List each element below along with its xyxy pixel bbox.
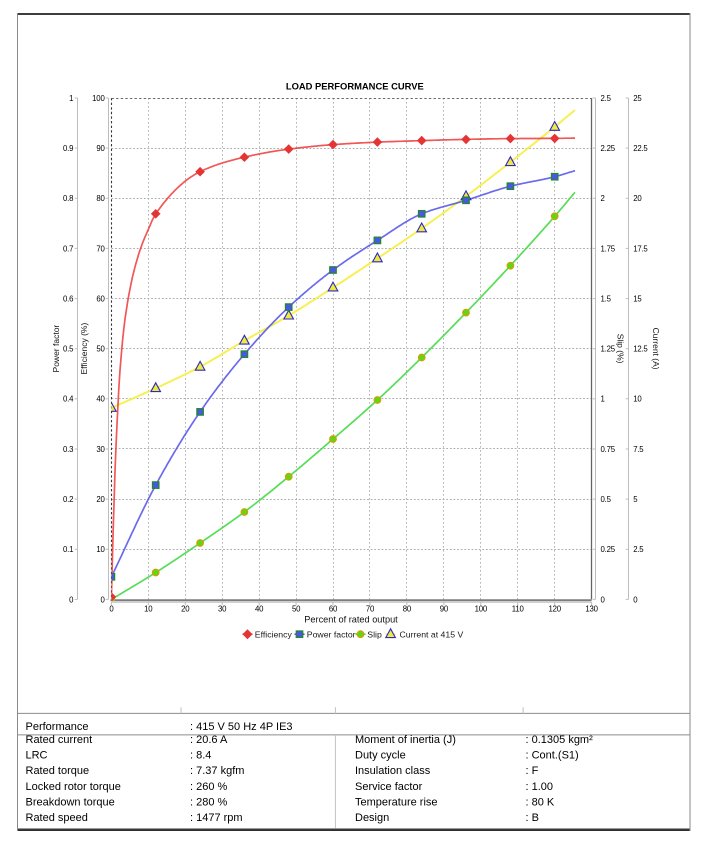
svg-text:5: 5 xyxy=(633,495,638,504)
svg-text:0.75: 0.75 xyxy=(601,445,616,454)
svg-text:1.75: 1.75 xyxy=(601,244,616,253)
svg-text:Current (A): Current (A) xyxy=(651,328,661,370)
svg-text:80: 80 xyxy=(96,194,105,203)
svg-text:1: 1 xyxy=(69,94,73,103)
svg-text:: B: : B xyxy=(526,812,539,824)
svg-text:: 20.6 A: : 20.6 A xyxy=(190,734,228,746)
svg-text:70: 70 xyxy=(366,605,375,614)
svg-text:Locked rotor torque: Locked rotor torque xyxy=(26,781,121,793)
svg-text:60: 60 xyxy=(329,605,338,614)
svg-text:Efficiency (%): Efficiency (%) xyxy=(79,323,89,375)
svg-text:22.5: 22.5 xyxy=(633,144,648,153)
svg-text:: 7.37 kgfm: : 7.37 kgfm xyxy=(190,765,244,777)
svg-text:: 8.4: : 8.4 xyxy=(190,750,211,762)
svg-text:Rated current: Rated current xyxy=(26,734,93,746)
svg-text:Efficiency: Efficiency xyxy=(255,629,293,639)
svg-text:40: 40 xyxy=(96,395,105,404)
svg-text:: 280 %: : 280 % xyxy=(190,796,228,808)
svg-text:0: 0 xyxy=(601,595,606,604)
svg-text:1: 1 xyxy=(601,395,605,404)
svg-text:Service factor: Service factor xyxy=(355,781,423,793)
svg-text:130: 130 xyxy=(585,605,598,614)
svg-text:0.8: 0.8 xyxy=(63,194,73,203)
svg-text:LOAD PERFORMANCE CURVE: LOAD PERFORMANCE CURVE xyxy=(286,81,424,92)
svg-text:1.5: 1.5 xyxy=(601,295,612,304)
svg-text:2: 2 xyxy=(601,194,605,203)
svg-text:2.5: 2.5 xyxy=(633,545,644,554)
svg-text:20: 20 xyxy=(96,495,105,504)
svg-text:Slip: Slip xyxy=(367,629,382,639)
svg-text:Current at 415 V: Current at 415 V xyxy=(400,629,464,639)
svg-text:100: 100 xyxy=(92,94,105,103)
svg-text:0: 0 xyxy=(69,595,74,604)
svg-text:: 1477 rpm: : 1477 rpm xyxy=(190,812,243,824)
svg-text:30: 30 xyxy=(218,605,227,614)
svg-text:2.25: 2.25 xyxy=(601,144,616,153)
svg-text:0: 0 xyxy=(633,595,638,604)
svg-text:Performance: Performance xyxy=(26,721,89,733)
svg-text:50: 50 xyxy=(292,605,301,614)
svg-text:Duty cycle: Duty cycle xyxy=(355,750,406,762)
svg-text:15: 15 xyxy=(633,295,642,304)
svg-text:25: 25 xyxy=(633,94,642,103)
svg-text:120: 120 xyxy=(548,605,561,614)
svg-text:30: 30 xyxy=(96,445,105,454)
svg-text:100: 100 xyxy=(475,605,488,614)
svg-text:Breakdown torque: Breakdown torque xyxy=(26,796,115,808)
svg-text:0.6: 0.6 xyxy=(63,295,73,304)
svg-text:110: 110 xyxy=(512,605,525,614)
svg-text:0: 0 xyxy=(109,605,114,614)
svg-text:Moment of inertia (J): Moment of inertia (J) xyxy=(355,734,456,746)
svg-text:0.3: 0.3 xyxy=(63,445,73,454)
svg-text:: 1.00: : 1.00 xyxy=(526,781,554,793)
svg-text:LRC: LRC xyxy=(26,750,48,762)
svg-text:Design: Design xyxy=(355,812,389,824)
svg-text:50: 50 xyxy=(96,345,105,354)
svg-text:Insulation class: Insulation class xyxy=(355,765,431,777)
svg-text:0.5: 0.5 xyxy=(601,495,612,504)
svg-text:: 260 %: : 260 % xyxy=(190,781,228,793)
svg-text:: 0.1305 kgm²: : 0.1305 kgm² xyxy=(526,734,594,746)
svg-text:17.5: 17.5 xyxy=(633,244,648,253)
svg-text:0.1: 0.1 xyxy=(63,545,73,554)
svg-text:Rated torque: Rated torque xyxy=(26,765,90,777)
svg-text:Percent of rated output: Percent of rated output xyxy=(304,614,398,624)
svg-text:Power factor: Power factor xyxy=(51,325,61,373)
svg-text:12.5: 12.5 xyxy=(633,345,648,354)
svg-text:Slip (%): Slip (%) xyxy=(616,334,626,364)
svg-text:0.25: 0.25 xyxy=(601,545,616,554)
svg-text:0.2: 0.2 xyxy=(63,495,73,504)
svg-text:90: 90 xyxy=(440,605,449,614)
svg-text:1.25: 1.25 xyxy=(601,345,616,354)
svg-text:20: 20 xyxy=(181,605,190,614)
svg-text:Rated speed: Rated speed xyxy=(26,812,88,824)
svg-text:0.9: 0.9 xyxy=(63,144,73,153)
svg-text:: F: : F xyxy=(526,765,539,777)
svg-text:70: 70 xyxy=(96,244,105,253)
svg-text:7.5: 7.5 xyxy=(633,445,644,454)
svg-text:2.5: 2.5 xyxy=(601,94,612,103)
svg-text:90: 90 xyxy=(96,144,105,153)
svg-text:60: 60 xyxy=(96,295,105,304)
svg-text:0.4: 0.4 xyxy=(63,395,74,404)
svg-text:40: 40 xyxy=(255,605,264,614)
svg-text:80: 80 xyxy=(403,605,412,614)
svg-text:Power factor: Power factor xyxy=(307,629,356,639)
svg-text:: 80 K: : 80 K xyxy=(526,796,555,808)
svg-text:10: 10 xyxy=(144,605,153,614)
svg-text:20: 20 xyxy=(633,194,642,203)
svg-text:0.5: 0.5 xyxy=(63,345,74,354)
svg-text:0.7: 0.7 xyxy=(63,244,73,253)
svg-text:: 415 V 50 Hz 4P IE3: : 415 V 50 Hz 4P IE3 xyxy=(190,721,293,733)
svg-text:10: 10 xyxy=(96,545,105,554)
svg-text:: Cont.(S1): : Cont.(S1) xyxy=(526,750,579,762)
svg-text:10: 10 xyxy=(633,395,642,404)
svg-text:Temperature rise: Temperature rise xyxy=(355,796,438,808)
svg-text:0: 0 xyxy=(100,595,105,604)
